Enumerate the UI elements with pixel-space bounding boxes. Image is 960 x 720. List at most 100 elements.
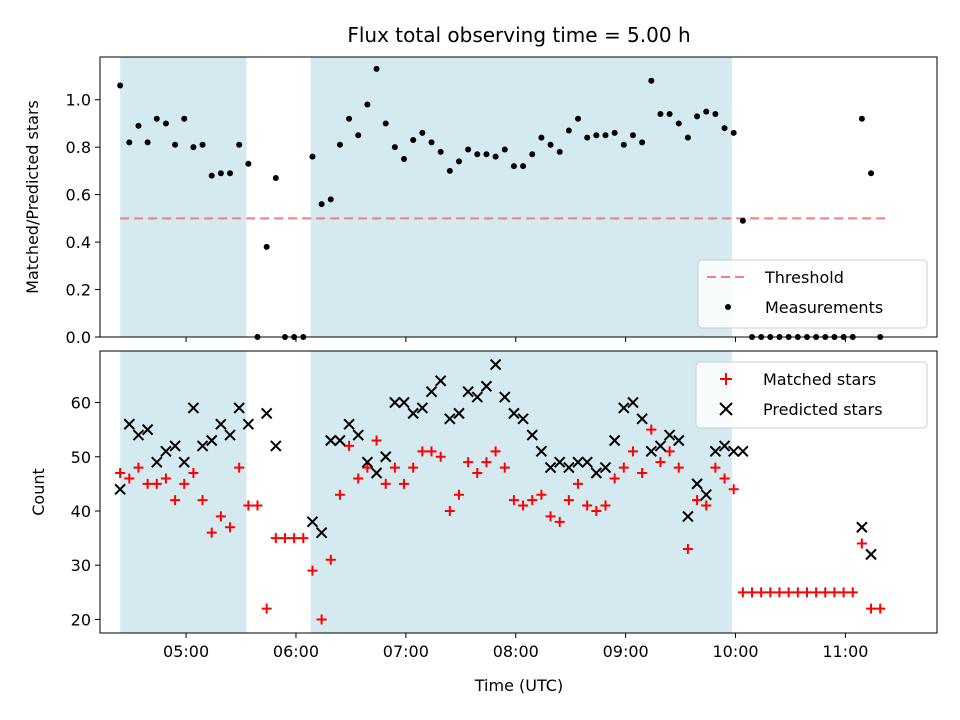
measurement-point — [327, 196, 334, 203]
predicted-point — [206, 434, 218, 447]
x-tick-label: 05:00 — [163, 642, 209, 661]
predicted-point — [618, 402, 630, 414]
matched-point — [188, 468, 199, 479]
y-tick-label: 0.2 — [66, 281, 91, 300]
matched-point — [215, 511, 226, 522]
predicted-point — [517, 413, 529, 425]
measurement-point — [593, 132, 600, 139]
matched-point — [353, 473, 364, 484]
matched-point — [646, 424, 657, 435]
matched-point — [316, 614, 327, 625]
matched-point — [206, 527, 217, 538]
predicted-point — [856, 521, 868, 533]
legend-measurement-label: Measurements — [765, 298, 883, 317]
matched-point — [417, 446, 428, 457]
observing-window — [120, 351, 247, 633]
matched-point — [518, 500, 529, 511]
legend-threshold-label: Threshold — [764, 268, 844, 287]
matched-point — [792, 587, 803, 598]
matched-point — [563, 495, 574, 506]
predicted-point — [627, 396, 639, 409]
predicted-point — [645, 445, 657, 458]
matched-point — [756, 587, 767, 598]
observing-windows — [120, 351, 732, 633]
measurement-point — [694, 113, 701, 120]
count-points — [114, 358, 886, 625]
matched-point — [463, 457, 474, 468]
predicted-point — [471, 391, 483, 403]
legend: Threshold Measurements — [697, 259, 928, 329]
predicted-point — [480, 380, 493, 392]
matched-point — [701, 500, 712, 511]
measurement-point — [868, 170, 875, 177]
matched-point — [472, 468, 483, 479]
matched-point — [591, 505, 602, 516]
measurement-point — [181, 115, 188, 122]
matched-point — [399, 478, 410, 489]
predicted-point — [306, 516, 319, 528]
matched-point — [710, 462, 721, 473]
observing-windows — [120, 57, 732, 337]
count-axes: 20 30 40 50 60 05:00 06:00 07:00 08:00 09:00 10:00… — [71, 394, 869, 661]
measurement-point — [236, 141, 243, 148]
predicted-point — [370, 467, 383, 479]
legend-box — [697, 259, 928, 329]
measurement-point — [620, 141, 627, 148]
predicted-point — [663, 429, 676, 441]
measurement-point — [529, 151, 536, 158]
predicted-point — [398, 396, 410, 409]
matched-point — [298, 533, 309, 544]
predicted-point — [315, 526, 328, 539]
x-tick-label: 07:00 — [383, 642, 429, 661]
predicted-point — [599, 461, 612, 474]
predicted-point — [434, 375, 447, 387]
matched-point — [481, 457, 492, 468]
measurement-point — [538, 134, 545, 141]
matched-point — [279, 533, 290, 544]
measurement-point — [455, 158, 462, 165]
predicted-point — [389, 396, 401, 409]
predicted-point — [453, 407, 465, 420]
matched-point — [573, 478, 584, 489]
matched-point — [142, 478, 153, 489]
matched-point — [307, 565, 318, 576]
predicted-point — [544, 461, 557, 474]
predicted-point — [737, 445, 749, 458]
matched-point — [673, 462, 684, 473]
plot-frame — [99, 350, 938, 634]
measurement-point — [602, 132, 609, 139]
y-tick-label: 40 — [71, 502, 91, 521]
predicted-point — [608, 434, 621, 447]
matched-point — [124, 473, 135, 484]
matched-point — [838, 587, 849, 598]
x-tick-label: 08:00 — [493, 642, 539, 661]
matched-point — [866, 603, 877, 614]
measurement-point — [510, 163, 517, 170]
matched-point — [609, 473, 620, 484]
observing-window — [120, 57, 247, 337]
predicted-point — [151, 456, 163, 468]
measurement-point — [410, 137, 417, 144]
measurement-point — [703, 108, 710, 115]
predicted-point — [581, 456, 593, 468]
matched-point — [380, 478, 391, 489]
measurement-point — [474, 151, 481, 158]
predicted-point — [352, 429, 364, 441]
y-tick-label: 20 — [71, 610, 91, 629]
measurement-point — [575, 115, 582, 122]
matched-point — [737, 587, 748, 598]
predicted-point — [260, 407, 273, 420]
observing-window — [310, 351, 732, 633]
measurement-point — [336, 141, 343, 148]
measurement-point — [739, 217, 746, 224]
matched-point — [270, 533, 281, 544]
matched-point — [151, 478, 162, 489]
measurement-point — [309, 153, 316, 160]
matched-point — [444, 505, 455, 516]
measurement-point — [501, 146, 508, 153]
predicted-point — [196, 440, 209, 452]
matched-point — [856, 538, 867, 549]
predicted-point — [270, 440, 282, 452]
measurement-point — [263, 243, 270, 250]
measurement-point — [355, 132, 362, 139]
